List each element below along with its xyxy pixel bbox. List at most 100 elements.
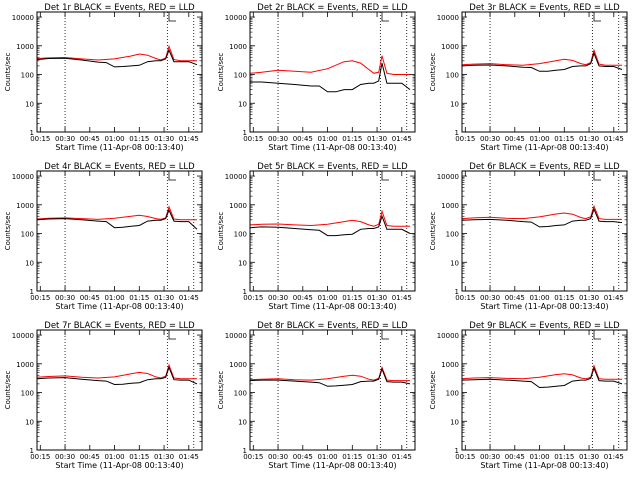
x-tick-label: 01:15 [129, 453, 149, 461]
y-tick-label: 1 [243, 447, 247, 455]
chart-title: Det 6r BLACK = Events, RED = LLD [469, 162, 620, 172]
x-tick-label: 00:15 [455, 453, 475, 461]
x-axis-label: Start Time (11-Apr-08 00:13:40) [55, 143, 183, 152]
x-tick-label: 01:45 [392, 294, 412, 302]
y-tick-label: 1 [243, 129, 247, 137]
y-tick-label: 1 [243, 288, 247, 296]
chart-panel-5: Det 5r BLACK = Events, RED = LLD 1 10 100 10… [217, 162, 416, 311]
plot-frame [36, 170, 203, 292]
series-events-line [250, 62, 411, 93]
plot-frame [249, 11, 416, 133]
series-lld-line [461, 48, 622, 66]
x-tick-label: 00:15 [455, 294, 475, 302]
x-tick-label: 00:45 [505, 453, 525, 461]
x-tick-label: 01:45 [179, 135, 199, 143]
chart-panel-2: Det 2r BLACK = Events, RED = LLD 1 10 100 10… [217, 3, 416, 152]
y-tick-label: 1000 [16, 361, 34, 369]
x-tick-label: 01:00 [104, 294, 124, 302]
x-tick-label: 01:30 [367, 294, 387, 302]
x-tick-label: 01:00 [317, 135, 337, 143]
x-tick-label: 00:45 [80, 294, 100, 302]
x-tick-label: 00:15 [30, 453, 50, 461]
x-tick-label: 00:45 [293, 135, 313, 143]
x-axis-label: Start Time (11-Apr-08 00:13:40) [268, 461, 396, 470]
y-tick-label: 100 [234, 72, 247, 80]
y-tick-label: 1000 [441, 43, 459, 51]
y-tick-label: 100 [446, 72, 459, 80]
y-axis-label: Counts/sec [217, 53, 225, 92]
y-tick-label: 10000 [12, 173, 34, 181]
y-axis-label: Counts/sec [217, 212, 225, 251]
y-tick-label: 1000 [441, 361, 459, 369]
x-tick-label: 01:15 [342, 294, 362, 302]
y-tick-label: 10000 [437, 173, 459, 181]
y-tick-label: 10000 [437, 332, 459, 340]
x-tick-label: 01:30 [579, 453, 599, 461]
interval-marker [381, 12, 389, 22]
y-tick-label: 1 [30, 129, 34, 137]
x-tick-label: 01:45 [604, 453, 624, 461]
chart-panel-9: Det 9r BLACK = Events, RED = LLD 1 10 100 10… [429, 321, 628, 470]
y-tick-label: 1 [455, 288, 459, 296]
x-tick-label: 01:15 [342, 453, 362, 461]
x-tick-label: 00:30 [55, 453, 75, 461]
x-axis-label: Start Time (11-Apr-08 00:13:40) [268, 302, 396, 311]
x-axis-label: Start Time (11-Apr-08 00:13:40) [480, 461, 608, 470]
chart-title: Det 5r BLACK = Events, RED = LLD [257, 162, 408, 172]
x-tick-label: 00:15 [30, 294, 50, 302]
series-lld-line [249, 209, 410, 227]
interval-marker [168, 12, 176, 22]
series-lld-line [249, 365, 410, 382]
y-axis-label: Counts/sec [4, 53, 12, 92]
x-tick-label: 01:15 [554, 135, 574, 143]
interval-marker [381, 330, 389, 340]
y-tick-label: 10 [238, 100, 247, 108]
x-tick-label: 00:45 [293, 453, 313, 461]
x-tick-label: 00:15 [243, 453, 263, 461]
y-tick-label: 10 [450, 259, 459, 267]
x-tick-label: 00:15 [243, 294, 263, 302]
y-tick-label: 1000 [229, 202, 247, 210]
series-lld-line [36, 363, 197, 380]
x-tick-label: 00:30 [480, 135, 500, 143]
y-tick-label: 1000 [16, 43, 34, 51]
y-tick-label: 1000 [441, 202, 459, 210]
x-tick-label: 01:30 [154, 453, 174, 461]
chart-title: Det 3r BLACK = Events, RED = LLD [469, 3, 620, 13]
x-tick-label: 01:45 [392, 135, 412, 143]
x-axis-label: Start Time (11-Apr-08 00:13:40) [55, 461, 183, 470]
y-tick-label: 10 [25, 418, 34, 426]
plot-frame [36, 11, 203, 133]
y-tick-label: 10000 [12, 332, 34, 340]
chart-title: Det 9r BLACK = Events, RED = LLD [469, 321, 620, 331]
chart-title: Det 4r BLACK = Events, RED = LLD [44, 162, 195, 172]
interval-marker [168, 171, 176, 181]
x-tick-label: 00:30 [268, 453, 288, 461]
interval-marker [593, 330, 601, 340]
chart-panel-8: Det 8r BLACK = Events, RED = LLD 1 10 100 10… [217, 321, 416, 470]
series-lld-line [461, 204, 622, 220]
y-tick-label: 100 [21, 231, 34, 239]
plot-frame [461, 11, 628, 133]
plot-frame [461, 170, 628, 292]
y-tick-label: 10 [450, 100, 459, 108]
x-tick-label: 01:15 [342, 135, 362, 143]
chart-title: Det 1r BLACK = Events, RED = LLD [44, 3, 195, 13]
y-tick-label: 1 [455, 129, 459, 137]
y-axis-label: Counts/sec [429, 212, 437, 251]
y-tick-label: 10000 [12, 14, 34, 22]
y-tick-label: 10 [238, 259, 247, 267]
y-tick-label: 10 [450, 418, 459, 426]
x-tick-label: 00:45 [505, 135, 525, 143]
x-tick-label: 01:00 [317, 294, 337, 302]
y-axis-label: Counts/sec [429, 53, 437, 92]
plot-frame [36, 329, 203, 451]
y-tick-label: 100 [446, 390, 459, 398]
y-tick-label: 1 [30, 447, 34, 455]
x-tick-label: 01:00 [529, 453, 549, 461]
y-tick-label: 10 [238, 418, 247, 426]
x-tick-label: 00:45 [80, 453, 100, 461]
y-axis-label: Counts/sec [4, 212, 12, 251]
series-events-line [461, 207, 623, 228]
